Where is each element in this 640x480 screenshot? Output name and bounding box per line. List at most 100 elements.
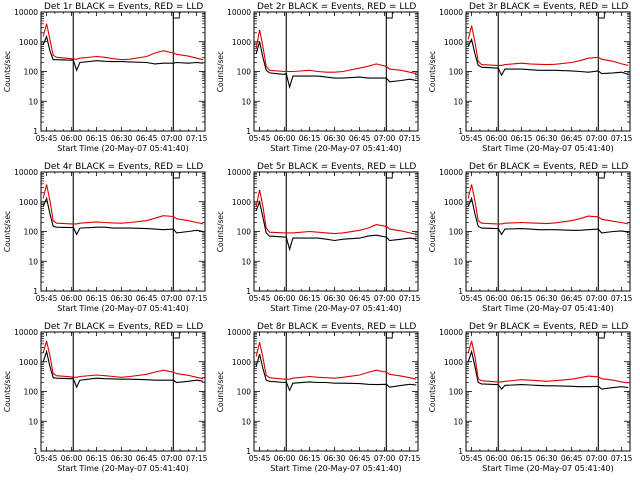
x-tick-label: 06:45 <box>561 134 583 143</box>
x-axis-label: Start Time (20-May-07 05:41:40) <box>482 464 613 473</box>
y-tick-label: 1000 <box>444 358 463 367</box>
x-axis-label: Start Time (20-May-07 05:41:40) <box>270 464 401 473</box>
x-tick-label: 06:30 <box>324 294 346 303</box>
panel-title: Det 2r BLACK = Events, RED = LLD <box>257 2 416 12</box>
y-tick-label: 10000 <box>227 168 251 177</box>
x-tick-label: 06:00 <box>486 134 508 143</box>
x-tick-label: 07:15 <box>399 454 421 463</box>
y-axis-label: Counts/sec <box>3 51 12 92</box>
panel-title: Det 8r BLACK = Events, RED = LLD <box>257 322 416 332</box>
y-tick-label: 1 <box>33 287 38 296</box>
y-tick-label: 1000 <box>444 38 463 47</box>
x-tick-label: 06:45 <box>136 294 158 303</box>
time-marker-flag <box>172 12 180 19</box>
x-axis-label: Start Time (20-May-07 05:41:40) <box>57 144 188 153</box>
y-tick-label: 1 <box>33 447 38 456</box>
y-tick-label: 10 <box>241 417 251 426</box>
x-tick-label: 07:15 <box>611 294 633 303</box>
y-tick-label: 100 <box>237 68 252 77</box>
x-tick-label: 06:45 <box>561 454 583 463</box>
x-tick-label: 06:45 <box>136 454 158 463</box>
panel-2: Det 2r BLACK = Events, RED = LLD 1 10 100 10… <box>216 2 421 153</box>
y-tick-label: 100 <box>449 228 464 237</box>
x-tick-label: 06:45 <box>349 454 371 463</box>
x-axis-label: Start Time (20-May-07 05:41:40) <box>270 144 401 153</box>
x-tick-label: 06:30 <box>111 454 133 463</box>
x-tick-label: 07:00 <box>374 294 396 303</box>
y-tick-label: 10000 <box>227 8 251 17</box>
x-tick-label: 05:45 <box>249 294 271 303</box>
x-tick-label: 06:15 <box>299 134 321 143</box>
events-series-line <box>42 34 204 72</box>
y-tick-label: 1000 <box>19 198 38 207</box>
panel-1: Det 1r BLACK = Events, RED = LLD 1 10 100 10… <box>3 2 208 153</box>
x-axis-label: Start Time (20-May-07 05:41:40) <box>270 304 401 313</box>
y-tick-label: 1000 <box>232 358 251 367</box>
panel-title: Det 4r BLACK = Events, RED = LLD <box>44 162 203 172</box>
y-tick-label: 10000 <box>439 168 463 177</box>
y-tick-label: 10 <box>28 257 38 266</box>
panel-8: Det 8r BLACK = Events, RED = LLD 1 10 100 10… <box>216 322 421 473</box>
y-tick-label: 100 <box>237 228 252 237</box>
panel-5: Det 5r BLACK = Events, RED = LLD 1 10 100 10… <box>216 162 421 313</box>
time-marker-flag <box>172 172 180 179</box>
x-tick-label: 06:45 <box>561 294 583 303</box>
lld-series-line <box>255 342 417 380</box>
panel-title: Det 6r BLACK = Events, RED = LLD <box>469 162 628 172</box>
panel-7: Det 7r BLACK = Events, RED = LLD 1 10 100 10… <box>3 322 208 473</box>
x-tick-label: 06:30 <box>111 294 133 303</box>
y-tick-label: 10000 <box>14 328 38 337</box>
x-tick-label: 05:45 <box>36 134 58 143</box>
y-tick-label: 10000 <box>439 8 463 17</box>
y-tick-label: 1000 <box>232 38 251 47</box>
x-tick-label: 05:45 <box>461 454 483 463</box>
x-tick-label: 06:15 <box>86 294 108 303</box>
x-tick-label: 06:30 <box>536 294 558 303</box>
time-marker-flag <box>597 332 605 339</box>
x-tick-label: 06:30 <box>111 134 133 143</box>
y-tick-label: 10 <box>453 97 463 106</box>
y-tick-label: 1000 <box>19 358 38 367</box>
time-marker-flag <box>385 332 393 339</box>
plot-frame <box>253 331 419 452</box>
x-tick-label: 05:45 <box>36 454 58 463</box>
x-tick-label: 07:15 <box>186 454 208 463</box>
plot-frame <box>40 171 206 292</box>
x-tick-label: 06:00 <box>61 454 83 463</box>
x-axis-label: Start Time (20-May-07 05:41:40) <box>482 304 613 313</box>
x-tick-label: 06:15 <box>511 454 533 463</box>
y-tick-label: 100 <box>24 228 39 237</box>
y-tick-label: 10 <box>453 417 463 426</box>
y-tick-label: 100 <box>24 388 39 397</box>
y-tick-label: 10000 <box>439 328 463 337</box>
y-tick-label: 1 <box>458 287 463 296</box>
lld-series-line <box>467 25 629 66</box>
y-axis-label: Counts/sec <box>216 211 225 252</box>
panel-title: Det 5r BLACK = Events, RED = LLD <box>257 162 416 172</box>
y-tick-label: 100 <box>24 68 39 77</box>
y-axis-label: Counts/sec <box>3 371 12 412</box>
events-series-line <box>255 199 417 252</box>
y-axis-label: Counts/sec <box>216 51 225 92</box>
x-tick-label: 05:45 <box>461 294 483 303</box>
x-tick-label: 07:15 <box>186 294 208 303</box>
x-tick-label: 07:00 <box>586 134 608 143</box>
events-series-line <box>255 41 417 90</box>
x-tick-label: 06:15 <box>511 134 533 143</box>
y-axis-label: Counts/sec <box>428 211 437 252</box>
x-tick-label: 06:00 <box>486 454 508 463</box>
x-tick-label: 07:15 <box>611 454 633 463</box>
events-series-line <box>42 196 204 236</box>
x-tick-label: 05:45 <box>461 134 483 143</box>
lld-series-line <box>467 340 629 384</box>
time-marker-flag <box>172 332 180 339</box>
y-tick-label: 100 <box>237 388 252 397</box>
y-tick-label: 1 <box>246 447 251 456</box>
y-tick-label: 1000 <box>444 198 463 207</box>
time-marker-flag <box>597 12 605 19</box>
x-tick-label: 07:15 <box>399 134 421 143</box>
x-tick-label: 06:30 <box>536 134 558 143</box>
lld-series-line <box>42 340 204 380</box>
panel-3: Det 3r BLACK = Events, RED = LLD 1 10 100 10… <box>428 2 633 153</box>
